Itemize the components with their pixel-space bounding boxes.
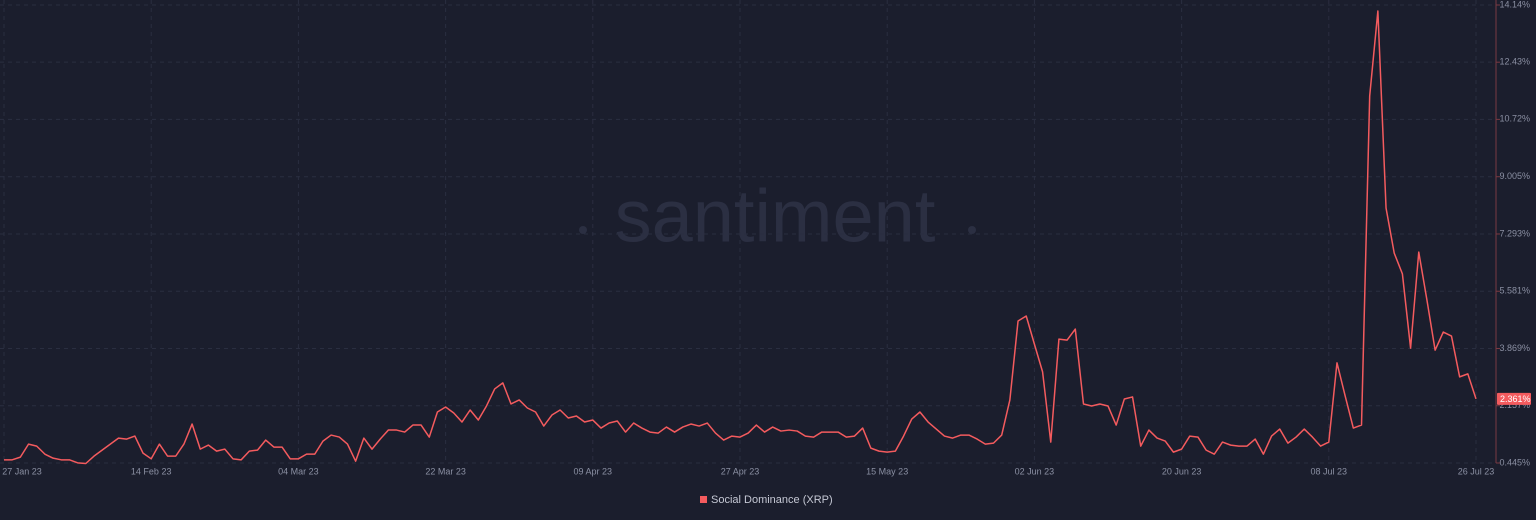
y-tick-label: 14.14% <box>1499 0 1530 9</box>
y-tick-label: 12.43% <box>1499 57 1530 67</box>
y-tick-label: 9.005% <box>1499 171 1530 181</box>
x-tick-label: 02 Jun 23 <box>1015 466 1055 476</box>
y-tick-label: 2.157% <box>1499 400 1530 410</box>
x-tick-label: 08 Jul 23 <box>1311 466 1348 476</box>
y-tick-label: 10.72% <box>1499 114 1530 124</box>
data-line <box>4 10 1477 465</box>
x-tick-label: 27 Jan 23 <box>2 466 42 476</box>
x-tick-label: 04 Mar 23 <box>278 466 319 476</box>
x-tick-label: 22 Mar 23 <box>425 466 466 476</box>
y-tick-label: 3.869% <box>1499 343 1530 353</box>
watermark-dot <box>579 226 587 234</box>
x-tick-label: 26 Jul 23 <box>1458 466 1495 476</box>
y-tick-label: 7.293% <box>1499 228 1530 238</box>
x-tick-label: 15 May 23 <box>866 466 908 476</box>
watermark-text: santiment <box>615 175 936 258</box>
y-tick-label: 0.445% <box>1499 457 1530 467</box>
legend-swatch <box>700 496 707 503</box>
x-tick-label: 20 Jun 23 <box>1162 466 1202 476</box>
x-tick-label: 09 Apr 23 <box>574 466 613 476</box>
current-value-label: 2.361% <box>1500 394 1531 404</box>
watermark-dot <box>968 226 976 234</box>
legend: Social Dominance (XRP) <box>700 494 833 506</box>
legend-label: Social Dominance (XRP) <box>711 494 833 506</box>
x-tick-label: 14 Feb 23 <box>131 466 172 476</box>
x-tick-label: 27 Apr 23 <box>721 466 760 476</box>
watermark: santiment <box>579 175 976 258</box>
y-tick-label: 5.581% <box>1499 286 1530 296</box>
current-value-badge <box>1497 392 1531 405</box>
